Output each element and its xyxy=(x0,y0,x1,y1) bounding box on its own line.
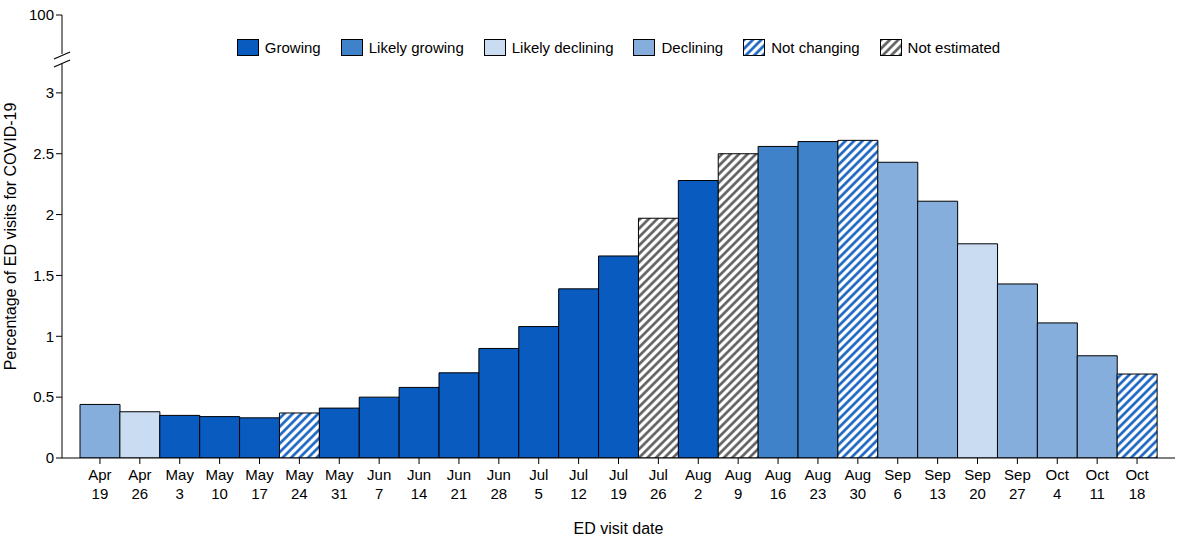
svg-text:Aug23: Aug23 xyxy=(805,466,832,502)
svg-text:Jul19: Jul19 xyxy=(609,466,628,502)
svg-text:Jun21: Jun21 xyxy=(447,466,471,502)
svg-text:Oct11: Oct11 xyxy=(1085,466,1109,502)
svg-text:Sep6: Sep6 xyxy=(884,466,911,502)
svg-text:1.5: 1.5 xyxy=(33,267,54,284)
svg-text:Apr26: Apr26 xyxy=(128,466,151,502)
svg-text:Oct18: Oct18 xyxy=(1125,466,1149,502)
svg-text:Sep20: Sep20 xyxy=(964,466,991,502)
html-text:Declining: Declining xyxy=(661,39,724,56)
svg-text:May24: May24 xyxy=(285,466,314,502)
svg-text:Jun28: Jun28 xyxy=(487,466,511,502)
svg-text:Apr19: Apr19 xyxy=(88,466,111,502)
svg-text:0.5: 0.5 xyxy=(33,388,54,405)
svg-text:Jul26: Jul26 xyxy=(649,466,668,502)
svg-text:100: 100 xyxy=(29,6,54,23)
svg-text:Jul12: Jul12 xyxy=(569,466,588,502)
svg-text:Aug2: Aug2 xyxy=(685,466,712,502)
svg-text:Oct4: Oct4 xyxy=(1046,466,1070,502)
svg-text:Aug16: Aug16 xyxy=(765,466,792,502)
html-text:Growing: Growing xyxy=(264,39,321,56)
svg-text:May3: May3 xyxy=(166,466,195,502)
svg-text:Aug30: Aug30 xyxy=(844,466,871,502)
svg-text:Aug9: Aug9 xyxy=(725,466,752,502)
svg-text:0: 0 xyxy=(46,449,54,466)
svg-text:Jun14: Jun14 xyxy=(407,466,431,502)
svg-text:May10: May10 xyxy=(205,466,234,502)
svg-text:Percentage of ED visits for CO: Percentage of ED visits for COVID-19 xyxy=(8,103,19,371)
html-text:Not estimated: Not estimated xyxy=(907,39,1001,56)
svg-text:May31: May31 xyxy=(325,466,354,502)
svg-text:ED visit date: ED visit date xyxy=(574,520,664,537)
html-text:Not changing: Not changing xyxy=(771,39,860,56)
svg-text:May17: May17 xyxy=(245,466,274,502)
svg-text:Sep27: Sep27 xyxy=(1004,466,1031,502)
svg-text:2: 2 xyxy=(46,206,54,223)
svg-text:Jul5: Jul5 xyxy=(529,466,548,502)
html-text:Likely declining: Likely declining xyxy=(511,39,614,56)
svg-text:1: 1 xyxy=(46,328,54,345)
html-text:Likely growing: Likely growing xyxy=(368,39,464,56)
svg-text:Jun7: Jun7 xyxy=(367,466,391,502)
svg-text:2.5: 2.5 xyxy=(33,145,54,162)
svg-text:3: 3 xyxy=(46,84,54,101)
svg-text:Sep13: Sep13 xyxy=(924,466,951,502)
